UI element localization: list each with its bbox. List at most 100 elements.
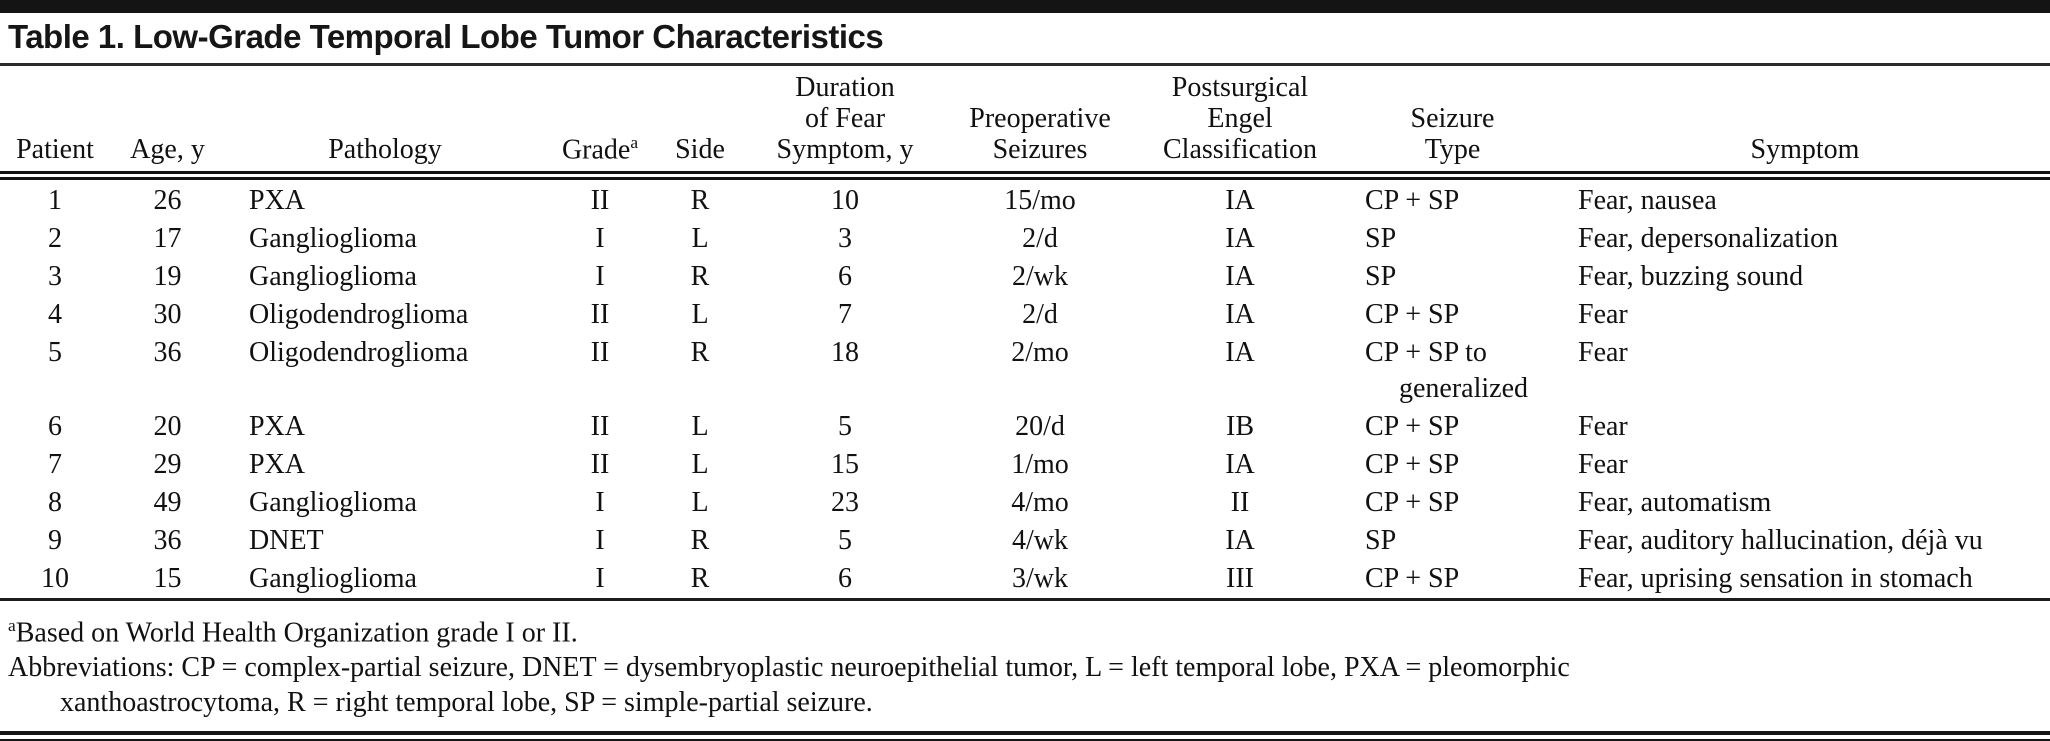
- cell-pathology: Ganglioglioma: [249, 563, 417, 594]
- bottom-rule-bar: [0, 731, 2050, 741]
- table-title: Table 1. Low-Grade Temporal Lobe Tumor C…: [0, 13, 2050, 66]
- footnote-abbreviations-line1: Abbreviations: CP = complex-partial seiz…: [8, 652, 1570, 684]
- table-header: Patient Age, y Pathology Gradea Side Duration…: [0, 66, 2050, 180]
- cell-age: 36: [153, 525, 182, 556]
- cell-grade: I: [595, 525, 605, 556]
- patient-row: 7 29 PXA II L 15 1/mo IA CP + SP Fear: [0, 446, 2050, 484]
- cell-engel: IA: [1225, 223, 1255, 254]
- cell-seizure-type: SP: [1365, 261, 1397, 292]
- cell-seizure-type: CP + SP: [1365, 299, 1460, 330]
- patient-row: 8 49 Ganglioglioma I L 23 4/mo II CP + SP Fear, a…: [0, 484, 2050, 522]
- cell-pathology: Ganglioglioma: [249, 261, 417, 292]
- patient-row: 3 19 Ganglioglioma I R 6 2/wk IA SP Fear, buzzing…: [0, 258, 2050, 296]
- cell-age: 26: [153, 185, 182, 216]
- cell-duration: 23: [831, 487, 859, 518]
- column-header-pathology: Pathology: [225, 66, 545, 180]
- cell-symptom: Fear, nausea: [1578, 185, 1717, 216]
- column-header-side: Side: [655, 66, 745, 180]
- cell-grade: I: [595, 261, 605, 292]
- cell-pathology: Oligodendroglioma: [249, 337, 469, 368]
- cell-seizure-type: CP + SP: [1365, 411, 1460, 442]
- cell-pathology: Ganglioglioma: [249, 487, 417, 518]
- cell-age: 19: [153, 261, 182, 292]
- cell-symptom: Fear: [1578, 299, 1628, 330]
- cell-duration: 7: [838, 299, 852, 330]
- cell-side: R: [690, 185, 710, 216]
- cell-pathology: Ganglioglioma: [249, 223, 417, 254]
- cell-preop-seizures: 2/d: [1022, 299, 1058, 330]
- cell-patient: 10: [41, 563, 69, 594]
- cell-seizure-type: CP + SP to generalized: [1345, 334, 1560, 408]
- cell-duration: 10: [831, 185, 859, 216]
- cell-patient: 6: [48, 411, 62, 442]
- cell-grade: II: [590, 449, 610, 480]
- cell-engel: II: [1230, 487, 1250, 518]
- cell-grade: I: [595, 563, 605, 594]
- table-body: 1 26 PXA II R 10 15/mo IA CP + SP Fear, nausea 2 17…: [0, 176, 2050, 600]
- cell-seizure-type: CP + SP: [1365, 185, 1460, 216]
- cell-pathology: PXA: [249, 411, 306, 442]
- table-footnotes: aBased on World Health Organization grad…: [0, 601, 2050, 726]
- cell-symptom: Fear: [1578, 337, 1628, 368]
- patient-row: 4 30 Oligodendroglioma II L 7 2/d IA CP + SP Fear: [0, 296, 2050, 334]
- cell-pathology: Oligodendroglioma: [249, 299, 469, 330]
- column-header-patient: Patient: [0, 66, 110, 180]
- cell-engel: IA: [1225, 261, 1255, 292]
- cell-age: 17: [153, 223, 182, 254]
- cell-age: 15: [153, 563, 182, 594]
- cell-symptom: Fear: [1578, 449, 1628, 480]
- cell-preop-seizures: 20/d: [1015, 411, 1065, 442]
- cell-patient: 1: [48, 185, 62, 216]
- cell-side: R: [690, 261, 710, 292]
- cell-duration: 18: [831, 337, 859, 368]
- cell-pathology: PXA: [249, 449, 306, 480]
- tumor-characteristics-table: Patient Age, y Pathology Gradea Side Duration…: [0, 66, 2050, 601]
- patient-row: 5 36 Oligodendroglioma II R 18 2/mo IA CP + SP t…: [0, 334, 2050, 408]
- cell-engel: III: [1226, 563, 1254, 594]
- column-header-age: Age, y: [110, 66, 225, 180]
- cell-line: CP + SP to: [1365, 337, 1487, 368]
- patient-row: 1 26 PXA II R 10 15/mo IA CP + SP Fear, nausea: [0, 176, 2050, 221]
- cell-symptom: Fear, buzzing sound: [1578, 261, 1804, 292]
- cell-seizure-type: CP + SP: [1365, 449, 1460, 480]
- table-header-row: Patient Age, y Pathology Gradea Side Duration…: [0, 66, 2050, 180]
- cell-patient: 4: [48, 299, 62, 330]
- cell-patient: 5: [48, 337, 62, 368]
- cell-pathology: DNET: [249, 525, 324, 556]
- cell-duration: 15: [831, 449, 859, 480]
- cell-duration: 6: [838, 261, 852, 292]
- cell-age: 20: [153, 411, 182, 442]
- column-header-duration: Duration of Fear Symptom, y: [745, 66, 945, 180]
- cell-symptom: Fear, depersonalization: [1578, 223, 1839, 254]
- cell-grade: I: [595, 223, 605, 254]
- top-rule-bar: [0, 0, 2050, 13]
- cell-engel: IA: [1225, 185, 1255, 216]
- patient-row: 6 20 PXA II L 5 20/d IB CP + SP Fear: [0, 408, 2050, 446]
- footnote-marker: a: [8, 616, 16, 635]
- cell-side: L: [691, 223, 709, 254]
- cell-preop-seizures: 1/mo: [1011, 449, 1069, 480]
- cell-symptom: Fear, automatism: [1578, 487, 1772, 518]
- patient-row: 9 36 DNET I R 5 4/wk IA SP Fear, auditory halluci…: [0, 522, 2050, 560]
- cell-duration: 5: [838, 411, 852, 442]
- cell-seizure-type: CP + SP: [1365, 563, 1460, 594]
- cell-grade: II: [590, 185, 610, 216]
- cell-pathology: PXA: [249, 185, 306, 216]
- cell-grade: I: [595, 487, 605, 518]
- column-header-engel: Postsurgical Engel Classification: [1135, 66, 1345, 180]
- cell-side: L: [691, 411, 709, 442]
- cell-side: R: [690, 525, 710, 556]
- cell-preop-seizures: 4/wk: [1012, 525, 1068, 556]
- cell-side: L: [691, 449, 709, 480]
- cell-preop-seizures: 2/mo: [1011, 337, 1069, 368]
- footnote-grade-text: Based on World Health Organization grade…: [15, 617, 578, 649]
- cell-symptom: Fear, auditory hallucination, déjà vu: [1578, 525, 1983, 556]
- cell-seizure-type: SP: [1365, 223, 1397, 254]
- patient-row: 10 15 Ganglioglioma I R 6 3/wk III CP + SP Fear, …: [0, 560, 2050, 600]
- cell-age: 36: [153, 337, 182, 368]
- column-header-symptom: Symptom: [1560, 66, 2050, 180]
- cell-patient: 3: [48, 261, 62, 292]
- cell-duration: 3: [838, 223, 852, 254]
- cell-preop-seizures: 3/wk: [1012, 563, 1068, 594]
- cell-age: 29: [153, 449, 182, 480]
